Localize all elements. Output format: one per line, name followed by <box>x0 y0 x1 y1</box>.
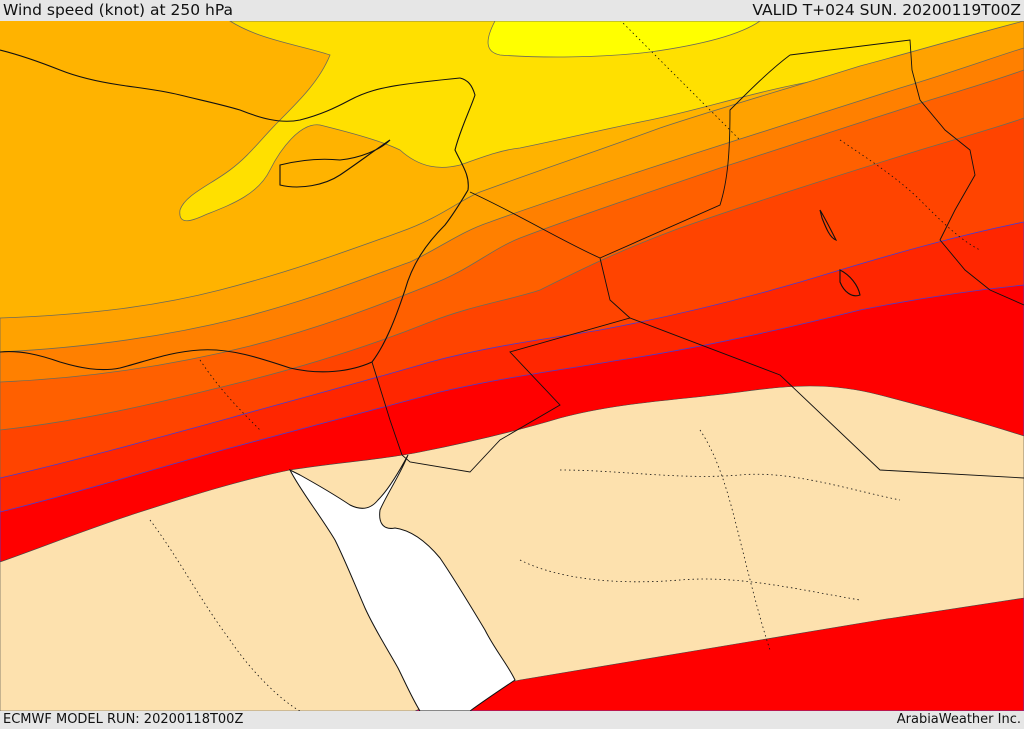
coastlines <box>0 49 861 373</box>
model-run-label: ECMWF MODEL RUN: 20200118T00Z <box>3 712 244 727</box>
footer-bar: ECMWF MODEL RUN: 20200118T00Z ArabiaWeat… <box>0 711 1024 729</box>
credit-label: ArabiaWeather Inc. <box>896 712 1021 727</box>
low-wind-region <box>0 385 1024 711</box>
internal-boundaries <box>149 21 981 711</box>
valid-time-label: VALID T+024 SUN. 20200119T00Z <box>752 1 1021 19</box>
country-borders <box>371 39 1024 479</box>
red-sea-mask <box>288 454 516 711</box>
header-bar: Wind speed (knot) at 250 hPa VALID T+024… <box>0 0 1024 21</box>
map-title: Wind speed (knot) at 250 hPa <box>3 1 234 19</box>
weather-map[interactable] <box>0 21 1024 711</box>
wind-band-3 <box>487 21 761 58</box>
wind-band-2 <box>179 21 1024 222</box>
